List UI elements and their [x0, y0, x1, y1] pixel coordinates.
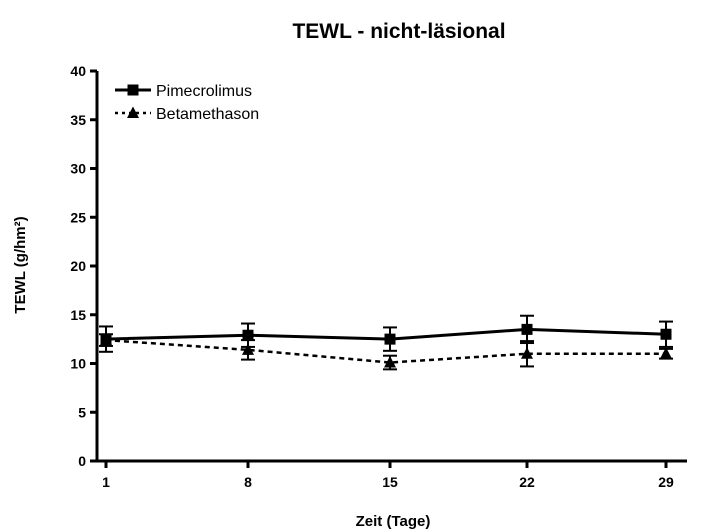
- x-tick-label: 1: [102, 474, 110, 490]
- chart-title: TEWL - nicht-läsional: [292, 20, 505, 43]
- x-tick-label: 8: [244, 474, 252, 490]
- y-tick-label: 0: [78, 453, 86, 469]
- y-tick-label: 35: [70, 112, 86, 128]
- data-point-betamethason: [521, 347, 533, 359]
- legend-marker-pimecrolimus: [127, 84, 139, 96]
- series-layer: [99, 314, 673, 371]
- legend-item-pimecrolimus: Pimecrolimus: [115, 83, 252, 100]
- data-point-pimecrolimus: [660, 328, 672, 340]
- legend-marker-betamethason: [127, 106, 139, 118]
- axes: 0 5 10 15 20 25 30 35 40 1 8 15 22 29: [70, 63, 687, 490]
- y-tick-label: 20: [70, 258, 86, 274]
- x-tick-label: 15: [382, 474, 398, 490]
- data-point-pimecrolimus: [242, 329, 254, 341]
- x-axis-label: Zeit (Tage): [356, 513, 431, 530]
- y-tick-label: 5: [78, 404, 86, 420]
- x-tick-label: 29: [658, 474, 674, 490]
- data-point-betamethason: [660, 347, 672, 359]
- y-axis-label: TEWL (g/hm²): [12, 216, 29, 313]
- data-point-pimecrolimus: [100, 333, 112, 345]
- data-point-betamethason: [242, 343, 254, 355]
- y-tick-label: 40: [70, 63, 86, 79]
- legend-item-betamethason: Betamethason: [115, 106, 259, 123]
- series-line-betamethason: [105, 338, 666, 364]
- y-tick-label: 30: [70, 161, 86, 177]
- data-point-betamethason: [384, 356, 396, 368]
- y-tick-label: 25: [70, 209, 86, 225]
- legend-label-pimecrolimus: Pimecrolimus: [156, 83, 252, 100]
- x-tick-label: 22: [519, 474, 535, 490]
- y-tick-label: 15: [70, 307, 86, 323]
- data-point-pimecrolimus: [384, 333, 396, 345]
- legend-label-betamethason: Betamethason: [156, 106, 259, 123]
- series-pimecrolimus: [99, 314, 673, 353]
- legend: Pimecrolimus Betamethason: [115, 83, 259, 123]
- y-tick-label: 10: [70, 356, 86, 372]
- data-point-pimecrolimus: [521, 323, 533, 335]
